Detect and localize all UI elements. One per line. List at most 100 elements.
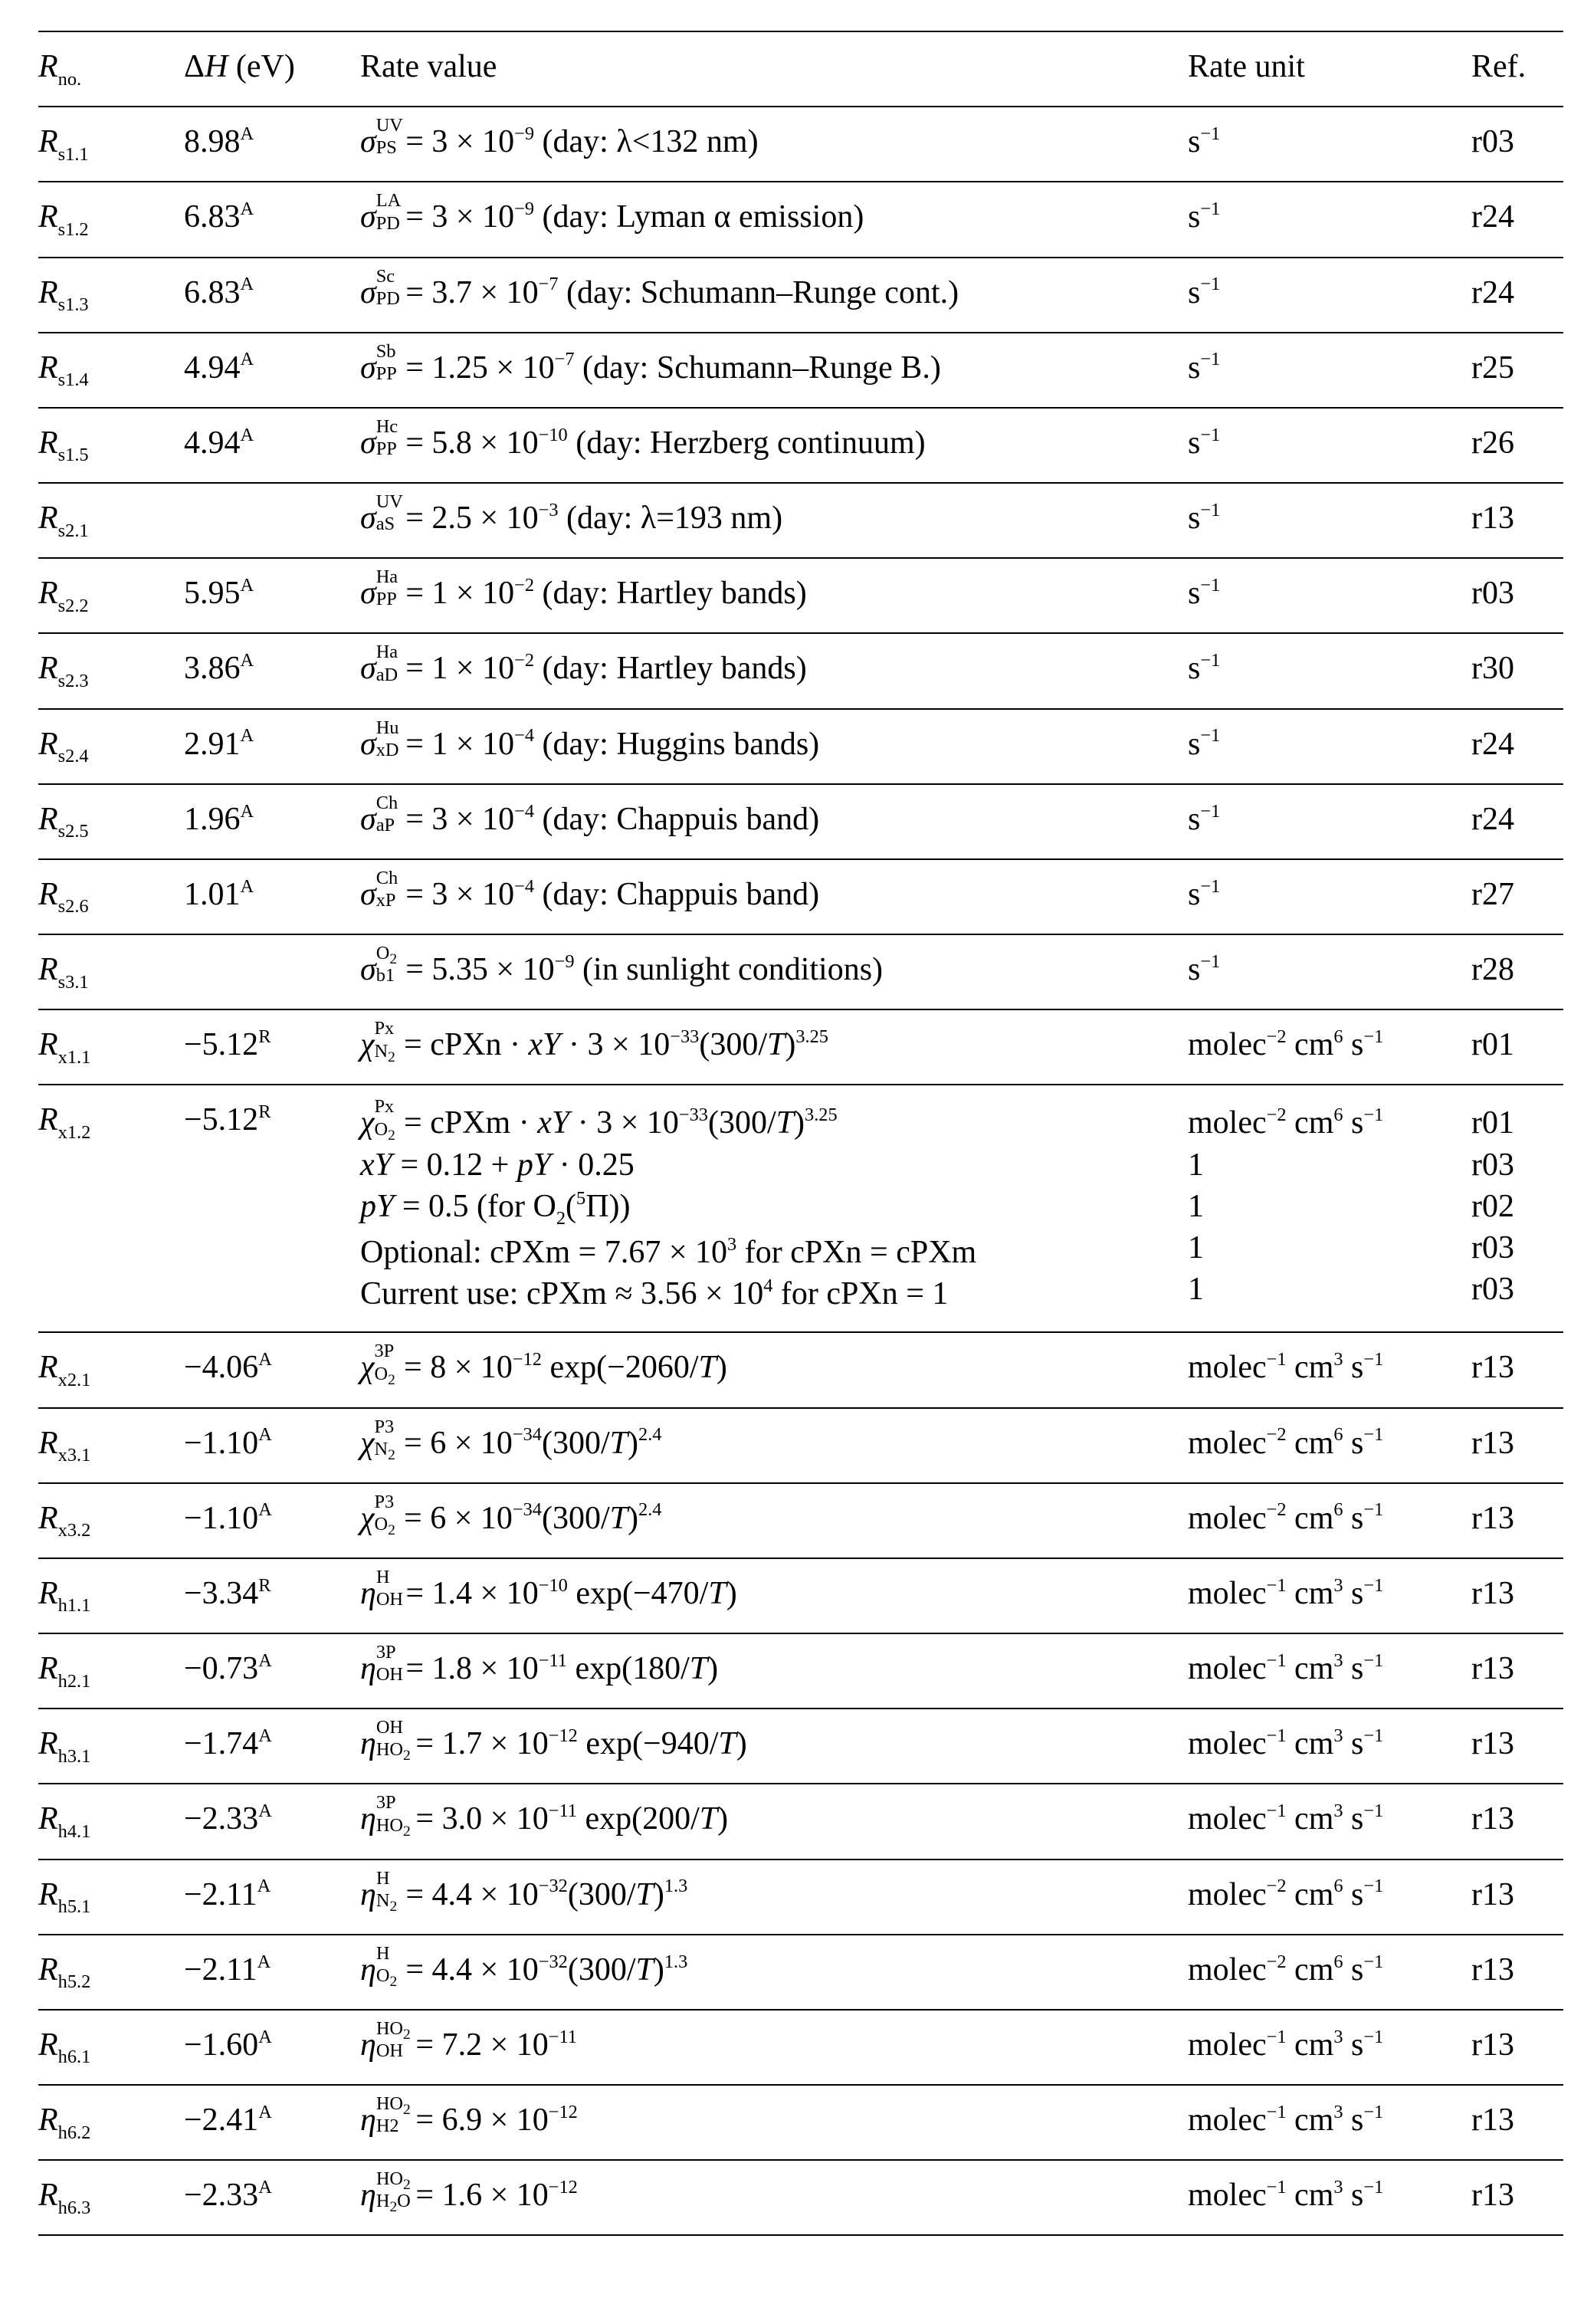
cell-unit: s−1 (1188, 709, 1471, 784)
cell-rate: η3POH = 1.8 × 10−11 exp(180/T) (360, 1633, 1188, 1709)
cell-rate: σHaaD = 1 × 10−2 (day: Hartley bands) (360, 633, 1188, 708)
cell-rno: Rh6.1 (38, 2010, 184, 2085)
cell-rate: σHcPP = 5.8 × 10−10 (day: Herzberg conti… (360, 408, 1188, 483)
col-dh: ΔH (eV) (184, 31, 360, 107)
cell-unit: molec−1 cm3 s−1 (1188, 1633, 1471, 1709)
table-row: Rh6.1−1.60AηHO2OH = 7.2 × 10−11molec−1 c… (38, 2010, 1563, 2085)
table-row: Rs1.18.98AσUVPS = 3 × 10−9 (day: λ<132 n… (38, 107, 1563, 182)
cell-rate: χPxO2 = cPXm · xY · 3 × 10−33(300/T)3.25… (360, 1085, 1188, 1332)
cell-rno: Rs2.6 (38, 859, 184, 934)
cell-rate: χ3PO2 = 8 × 10−12 exp(−2060/T) (360, 1332, 1188, 1407)
table-row: Rh6.2−2.41AηHO2H2 = 6.9 × 10−12molec−1 c… (38, 2085, 1563, 2160)
cell-ref: r24 (1471, 784, 1563, 859)
cell-dh: 2.91A (184, 709, 360, 784)
table-row: Rs2.61.01AσChxP = 3 × 10−4 (day: Chappui… (38, 859, 1563, 934)
cell-dh: 6.83A (184, 258, 360, 333)
table-row: Rs1.26.83AσLAPD = 3 × 10−9 (day: Lyman α… (38, 182, 1563, 257)
cell-unit: molec−1 cm3 s−1 (1188, 2010, 1471, 2085)
cell-ref: r03 (1471, 107, 1563, 182)
table-row: Rx3.1−1.10AχP3N2 = 6 × 10−34(300/T)2.4mo… (38, 1408, 1563, 1483)
cell-rate: σChaP = 3 × 10−4 (day: Chappuis band) (360, 784, 1188, 859)
cell-unit: molec−1 cm3 s−1 (1188, 1332, 1471, 1407)
col-rate: Rate value (360, 31, 1188, 107)
cell-rate: ηHO2H2O = 1.6 × 10−12 (360, 2160, 1188, 2235)
cell-rno: Rh6.2 (38, 2085, 184, 2160)
table-row: Rs1.54.94AσHcPP = 5.8 × 10−10 (day: Herz… (38, 408, 1563, 483)
cell-rno: Rh2.1 (38, 1633, 184, 1709)
table-row: Rh2.1−0.73Aη3POH = 1.8 × 10−11 exp(180/T… (38, 1633, 1563, 1709)
cell-ref: r13 (1471, 1935, 1563, 2010)
cell-unit: s−1 (1188, 633, 1471, 708)
cell-ref: r24 (1471, 709, 1563, 784)
cell-rno: Rh3.1 (38, 1709, 184, 1784)
table-row: Rx1.1−5.12RχPxN2 = cPXn · xY · 3 × 10−33… (38, 1009, 1563, 1085)
cell-rno: Rs2.2 (38, 558, 184, 633)
cell-ref: r13 (1471, 1483, 1563, 1558)
table-row: Rx1.2−5.12RχPxO2 = cPXm · xY · 3 × 10−33… (38, 1085, 1563, 1332)
cell-rno: Rs1.2 (38, 182, 184, 257)
cell-ref: r26 (1471, 408, 1563, 483)
table-row: Rh5.2−2.11AηHO2 = 4.4 × 10−32(300/T)1.3m… (38, 1935, 1563, 2010)
cell-dh: −0.73A (184, 1633, 360, 1709)
table-row: Rs2.42.91AσHuxD = 1 × 10−4 (day: Huggins… (38, 709, 1563, 784)
cell-ref: r01r03r02r03r03 (1471, 1085, 1563, 1332)
cell-dh: 4.94A (184, 333, 360, 408)
cell-rate: ηHN2 = 4.4 × 10−32(300/T)1.3 (360, 1860, 1188, 1935)
cell-ref: r13 (1471, 1633, 1563, 1709)
cell-rate: σHuxD = 1 × 10−4 (day: Huggins bands) (360, 709, 1188, 784)
cell-ref: r30 (1471, 633, 1563, 708)
cell-dh: −4.06A (184, 1332, 360, 1407)
cell-dh: −2.41A (184, 2085, 360, 2160)
cell-dh: −1.60A (184, 2010, 360, 2085)
table-header-row: Rno. ΔH (eV) Rate value Rate unit Ref. (38, 31, 1563, 107)
table-row: Rs2.33.86AσHaaD = 1 × 10−2 (day: Hartley… (38, 633, 1563, 708)
cell-ref: r28 (1471, 934, 1563, 1009)
table-row: Rs1.44.94AσSbPP = 1.25 × 10−7 (day: Schu… (38, 333, 1563, 408)
cell-dh: −1.10A (184, 1408, 360, 1483)
table-body: Rs1.18.98AσUVPS = 3 × 10−9 (day: λ<132 n… (38, 107, 1563, 2235)
cell-ref: r13 (1471, 2085, 1563, 2160)
table-row: Rs3.1σO2b1 = 5.35 × 10−9 (in sunlight co… (38, 934, 1563, 1009)
cell-unit: molec−1 cm3 s−1 (1188, 1784, 1471, 1859)
cell-unit: s−1 (1188, 934, 1471, 1009)
table-row: Rs2.1σUVaS = 2.5 × 10−3 (day: λ=193 nm)s… (38, 483, 1563, 558)
cell-rate: σUVaS = 2.5 × 10−3 (day: λ=193 nm) (360, 483, 1188, 558)
cell-ref: r25 (1471, 333, 1563, 408)
cell-rno: Rx1.1 (38, 1009, 184, 1085)
cell-rno: Rx3.1 (38, 1408, 184, 1483)
cell-rate: σLAPD = 3 × 10−9 (day: Lyman α emission) (360, 182, 1188, 257)
table-row: Rh5.1−2.11AηHN2 = 4.4 × 10−32(300/T)1.3m… (38, 1860, 1563, 1935)
cell-ref: r24 (1471, 182, 1563, 257)
cell-unit: molec−2 cm6 s−1 (1188, 1483, 1471, 1558)
cell-dh: −2.11A (184, 1935, 360, 2010)
cell-rate: σScPD = 3.7 × 10−7 (day: Schumann–Runge … (360, 258, 1188, 333)
rate-table-page: Rno. ΔH (eV) Rate value Rate unit Ref. R… (0, 0, 1584, 2267)
cell-unit: s−1 (1188, 558, 1471, 633)
cell-rate: ηOHHO2 = 1.7 × 10−12 exp(−940/T) (360, 1709, 1188, 1784)
cell-unit: molec−1 cm3 s−1 (1188, 1558, 1471, 1633)
cell-rno: Rh5.2 (38, 1935, 184, 2010)
cell-ref: r01 (1471, 1009, 1563, 1085)
cell-dh: −1.74A (184, 1709, 360, 1784)
cell-dh (184, 934, 360, 1009)
table-row: Rx3.2−1.10AχP3O2 = 6 × 10−34(300/T)2.4mo… (38, 1483, 1563, 1558)
cell-dh: −5.12R (184, 1009, 360, 1085)
cell-rno: Rs1.4 (38, 333, 184, 408)
cell-dh: −5.12R (184, 1085, 360, 1332)
cell-unit: molec−1 cm3 s−1 (1188, 2085, 1471, 2160)
cell-rno: Rh1.1 (38, 1558, 184, 1633)
cell-unit: molec−2 cm6 s−1 (1188, 1408, 1471, 1483)
cell-rate: σSbPP = 1.25 × 10−7 (day: Schumann–Runge… (360, 333, 1188, 408)
table-row: Rs1.36.83AσScPD = 3.7 × 10−7 (day: Schum… (38, 258, 1563, 333)
cell-rno: Rs1.1 (38, 107, 184, 182)
cell-rate: χPxN2 = cPXn · xY · 3 × 10−33(300/T)3.25 (360, 1009, 1188, 1085)
cell-unit: s−1 (1188, 258, 1471, 333)
table-row: Rh3.1−1.74AηOHHO2 = 1.7 × 10−12 exp(−940… (38, 1709, 1563, 1784)
cell-rno: Rs2.4 (38, 709, 184, 784)
cell-rno: Rx1.2 (38, 1085, 184, 1332)
cell-unit: molec−2 cm6 s−1 (1188, 1935, 1471, 2010)
cell-rate: ηHOH = 1.4 × 10−10 exp(−470/T) (360, 1558, 1188, 1633)
cell-dh: −2.33A (184, 1784, 360, 1859)
cell-rate: ηHO2 = 4.4 × 10−32(300/T)1.3 (360, 1935, 1188, 2010)
cell-rno: Rh4.1 (38, 1784, 184, 1859)
